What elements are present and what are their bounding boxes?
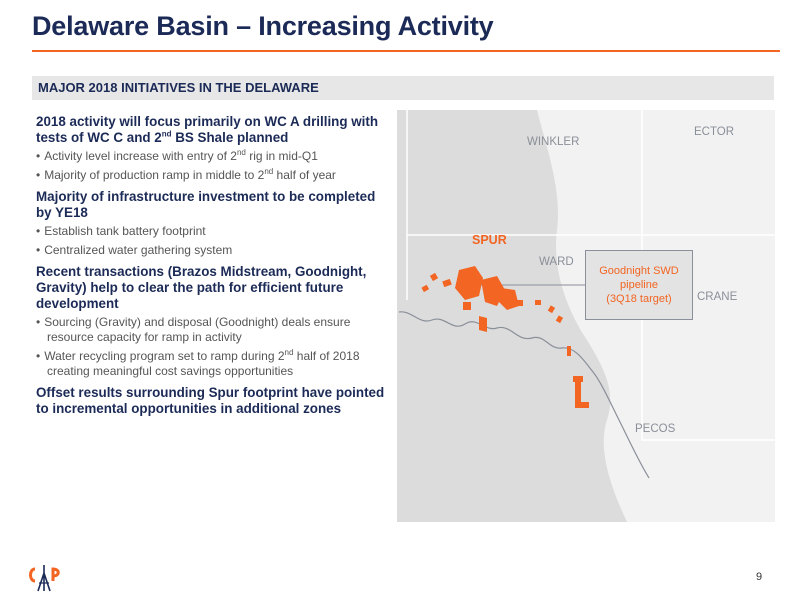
- bullet-item: Majority of production ramp in middle to…: [36, 168, 388, 183]
- logo-icon: [29, 565, 60, 592]
- heading-text: BS Shale planned: [171, 130, 289, 145]
- callout-line: (3Q18 target): [606, 293, 672, 305]
- initiatives-list: 2018 activity will focus primarily on WC…: [36, 114, 388, 421]
- bullet-item: Sourcing (Gravity) and disposal (Goodnig…: [36, 315, 388, 345]
- page-number: 9: [756, 571, 763, 583]
- superscript: nd: [236, 148, 246, 157]
- superscript: nd: [264, 167, 274, 176]
- river-line: [398, 311, 650, 479]
- title-divider: [32, 50, 780, 52]
- county-label-pecos: PECOS: [635, 423, 676, 435]
- superscript: nd: [161, 129, 172, 139]
- page-title: Delaware Basin – Increasing Activity: [32, 11, 494, 41]
- bullet-item: Centralized water gathering system: [36, 243, 388, 258]
- basin-shading: [397, 110, 627, 522]
- section-banner-text: MAJOR 2018 INITIATIVES IN THE DELAWARE: [38, 80, 319, 95]
- superscript: nd: [284, 348, 294, 357]
- bullet-text: Establish tank battery footprint: [44, 224, 206, 238]
- company-logo: [26, 563, 62, 593]
- bullet-item: Establish tank battery footprint: [36, 224, 388, 239]
- bullet-list: Activity level increase with entry of 2n…: [36, 149, 388, 183]
- bullet-item: Water recycling program set to ramp duri…: [36, 349, 388, 379]
- county-label-crane: CRANE: [697, 291, 738, 303]
- spur-label: SPUR: [472, 233, 507, 247]
- county-map: WINKLER ECTOR WARD CRANE PECOS SPUR Good…: [397, 110, 775, 522]
- initiative-2: Majority of infrastructure investment to…: [36, 189, 388, 258]
- initiative-3-heading: Recent transactions (Brazos Midstream, G…: [36, 264, 367, 311]
- initiative-1-heading: 2018 activity will focus primarily on WC…: [36, 114, 388, 146]
- initiative-3: Recent transactions (Brazos Midstream, G…: [36, 264, 388, 379]
- county-label-ector: ECTOR: [694, 126, 735, 138]
- section-banner: MAJOR 2018 INITIATIVES IN THE DELAWARE: [32, 76, 774, 100]
- bullet-text: Majority of production ramp in middle to…: [44, 168, 265, 182]
- bullet-text: Water recycling program set to ramp duri…: [44, 349, 285, 363]
- bullet-text: half of year: [273, 168, 336, 182]
- initiative-1: 2018 activity will focus primarily on WC…: [36, 114, 388, 183]
- initiative-4-heading: Offset results surrounding Spur footprin…: [36, 385, 385, 416]
- pipeline-callout: Goodnight SWD pipeline (3Q18 target): [585, 250, 693, 320]
- spur-acreage: [421, 266, 589, 408]
- callout-line: pipeline: [620, 279, 658, 291]
- bullet-item: Activity level increase with entry of 2n…: [36, 149, 388, 164]
- initiative-2-heading: Majority of infrastructure investment to…: [36, 189, 376, 220]
- bullet-list: Establish tank battery footprint Central…: [36, 224, 388, 258]
- heading-text: 2018 activity will focus primarily on WC…: [36, 114, 379, 145]
- initiative-4: Offset results surrounding Spur footprin…: [36, 385, 388, 417]
- bullet-text: half of 2018 creating meaningful cost sa…: [47, 349, 360, 378]
- county-label-ward: WARD: [539, 256, 574, 268]
- county-label-winkler: WINKLER: [527, 136, 580, 148]
- bullet-list: Sourcing (Gravity) and disposal (Goodnig…: [36, 315, 388, 379]
- bullet-text: rig in mid-Q1: [245, 149, 318, 163]
- bullet-text: Centralized water gathering system: [44, 243, 233, 257]
- callout-line: Goodnight SWD: [599, 265, 679, 277]
- bullet-text: Sourcing (Gravity) and disposal (Goodnig…: [44, 315, 351, 344]
- bullet-text: Activity level increase with entry of 2: [44, 149, 237, 163]
